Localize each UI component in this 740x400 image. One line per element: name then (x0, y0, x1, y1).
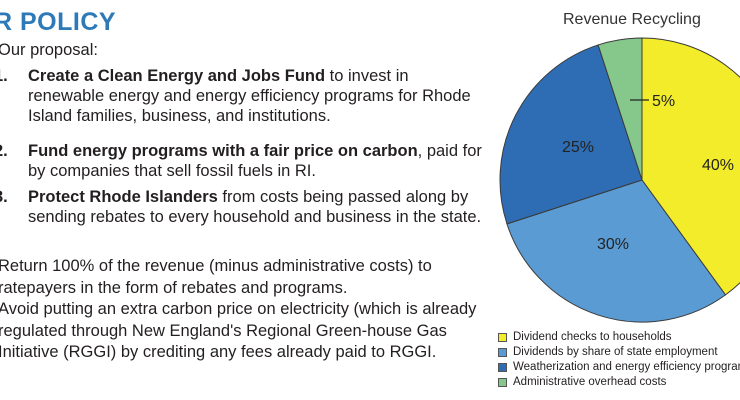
legend-swatch (498, 363, 507, 372)
page-title: R POLICY (0, 8, 117, 36)
legend-swatch (498, 348, 507, 357)
legend-label: Dividend checks to households (513, 331, 672, 343)
pie-slice (506, 179, 727, 323)
item-bold: Create a Clean Energy and Jobs Fund (28, 67, 326, 85)
item-bold: Fund energy programs with a fair price o… (28, 142, 418, 160)
paragraph-revenue: Return 100% of the revenue (minus admini… (0, 257, 432, 297)
paragraph-rggi: Avoid putting an extra carbon price on e… (0, 300, 477, 361)
legend-label: Administrative overhead costs (513, 376, 667, 388)
item-number: 1. (0, 67, 8, 85)
policy-text: R POLICY Our proposal: 1. Create a Clean… (0, 8, 488, 361)
item-rest: , paid for by companies that sell fossil… (28, 142, 482, 180)
pie-slice (641, 37, 740, 296)
legend-swatch (498, 378, 507, 387)
legend-label: Dividends by share of state employment (513, 346, 718, 358)
legend-label: Weatherization and energy efficiency pro… (513, 361, 740, 373)
pie-slice (597, 37, 643, 181)
item-rest: from costs being passed along by sending… (28, 188, 482, 226)
slice-value-label: 5% (652, 93, 675, 110)
item-rest: to invest in renewable energy and energy… (28, 67, 471, 125)
chart-title: Revenue Recycling (563, 11, 701, 28)
item-body: Create a Clean Energy and Jobs Fund to i… (28, 66, 488, 126)
item-body: Protect Rhode Islanders from costs being… (28, 187, 488, 227)
pie-slice (499, 44, 643, 225)
intro-text: Our proposal: (0, 41, 98, 59)
slice-value-label: 25% (562, 139, 594, 156)
item-body: Fund energy programs with a fair price o… (28, 141, 488, 181)
pie-chart: 40% 30% 25% 5% (499, 37, 740, 323)
item-number: 2. (0, 142, 8, 160)
slice-value-label: 40% (702, 157, 734, 174)
item-number: 3. (0, 188, 8, 206)
legend-swatch (498, 333, 507, 342)
slice-value-label: 30% (597, 236, 629, 253)
chart-panel: Revenue Recycling 40% 30% 25% 5% Dividend c… (480, 0, 740, 400)
item-bold: Protect Rhode Islanders (28, 188, 218, 206)
